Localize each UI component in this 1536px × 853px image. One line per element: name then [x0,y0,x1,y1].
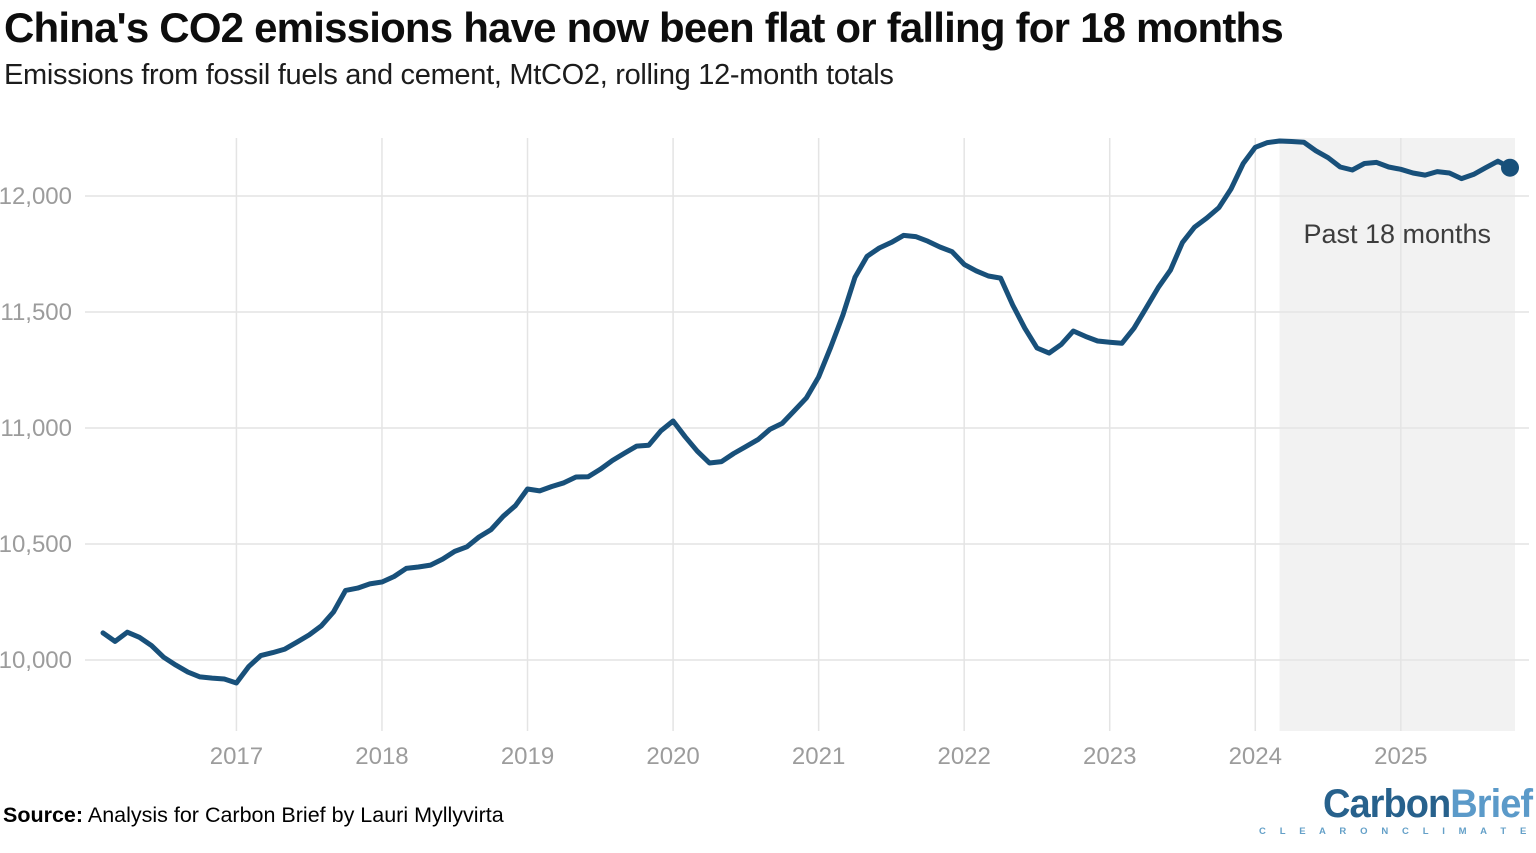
carbonbrief-wordmark: CarbonBrief [1322,782,1533,826]
carbonbrief-logo: CarbonBrief C L E A R O N C L I M A T E [1259,782,1533,837]
gridlines [85,138,1529,731]
y-tick-label: 11,000 [0,415,72,442]
source-text: Analysis for Carbon Brief by Lauri Mylly… [83,803,504,827]
source-label: Source: [3,803,84,827]
x-tick-label: 2025 [1374,743,1427,770]
x-tick-label: 2024 [1229,743,1282,770]
x-tick-label: 2022 [937,743,990,770]
x-tick-label: 2019 [501,743,554,770]
y-tick-label: 10,000 [0,647,72,674]
x-tick-label: 2023 [1083,743,1136,770]
logo-carbon: Carbon [1322,782,1451,826]
emissions-line [100,138,1513,686]
x-tick-label: 2018 [355,743,408,770]
chart-subtitle: Emissions from fossil fuels and cement, … [4,59,894,91]
x-tick-label: 2020 [646,743,699,770]
logo-brief: Brief [1450,782,1533,826]
latest-point-dot [1500,158,1519,177]
highlight-annotation: Past 18 months [1303,219,1491,249]
source-note: Source: Analysis for Carbon Brief by Lau… [3,803,504,828]
logo-tagline: C L E A R O N C L I M A T E [1259,826,1532,837]
x-axis-labels: 2017 2018 2019 2020 2021 2022 2023 2024 2025 [210,743,1428,770]
y-axis-labels: 10,000 10,500 11,000 11,500 12,000 [0,183,72,674]
chart-title: China's CO2 emissions have now been flat… [4,4,1284,51]
y-tick-label: 12,000 [0,183,72,210]
y-tick-label: 11,500 [0,299,72,326]
highlight-region [1279,138,1515,731]
y-tick-label: 10,500 [0,531,72,558]
x-tick-label: 2017 [210,743,263,770]
x-tick-label: 2021 [792,743,845,770]
